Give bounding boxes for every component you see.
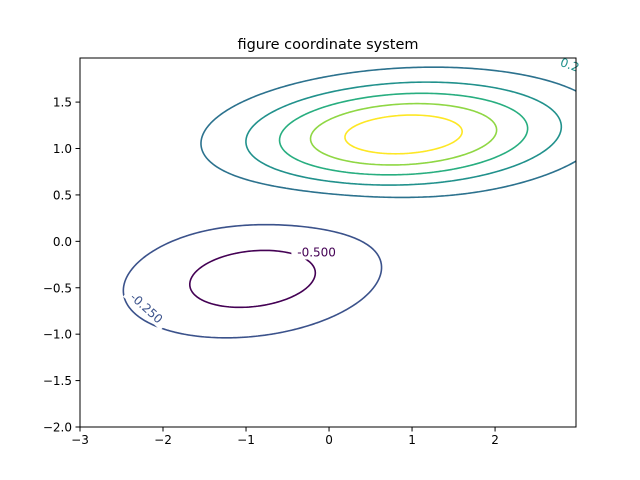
x-axis: −3 −2 −1 0 1 2 [71, 427, 499, 447]
y-tick-label: −0.5 [43, 281, 72, 295]
y-tick-label: −1.0 [43, 328, 72, 342]
y-tick-label: 0.5 [53, 188, 72, 202]
contour-label-text: 0.2 [558, 55, 581, 75]
contour-level-line [278, 92, 529, 176]
y-axis: −2.0 −1.5 −1.0 −0.5 0.0 0.5 1.0 1.5 [43, 96, 80, 435]
contour-level-line [122, 223, 383, 339]
chart-title: figure coordinate system [237, 37, 418, 53]
contour-level-line [200, 66, 576, 199]
y-tick-label: 1.0 [53, 142, 72, 156]
contour-lines [122, 66, 576, 339]
plot-area-frame [79, 57, 577, 428]
y-tick-label: 1.5 [53, 96, 72, 110]
contour-level-line [344, 114, 463, 155]
contour-level-line [245, 81, 563, 186]
contour-level-line [309, 102, 498, 166]
contour-label: -0.500 [291, 243, 342, 260]
contour-label-text: -0.500 [297, 245, 336, 259]
x-tick-label: 2 [491, 433, 499, 447]
x-tick-label: −1 [237, 433, 255, 447]
y-tick-label: −1.5 [43, 374, 72, 388]
y-tick-label: 0.0 [53, 235, 72, 249]
x-tick-label: 0 [325, 433, 333, 447]
x-tick-label: −3 [71, 433, 89, 447]
x-tick-label: −2 [154, 433, 172, 447]
x-tick-label: 1 [408, 433, 416, 447]
y-tick-label: −2.0 [43, 421, 72, 435]
contour-label-background [291, 243, 342, 260]
contour-label-background [122, 284, 172, 331]
